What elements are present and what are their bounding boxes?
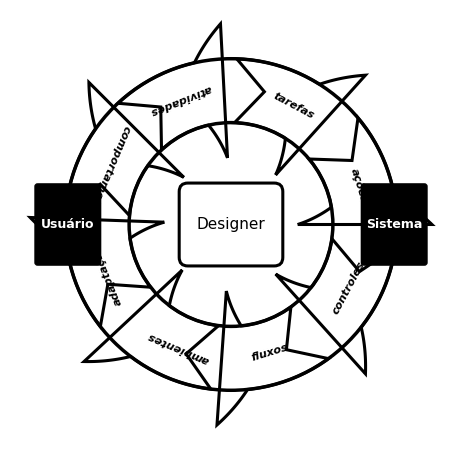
Circle shape	[129, 123, 333, 326]
Text: fluxos: fluxos	[250, 342, 290, 363]
Text: Usuário: Usuário	[41, 218, 95, 231]
Text: Designer: Designer	[197, 217, 265, 232]
FancyBboxPatch shape	[361, 184, 427, 265]
Text: ações: ações	[349, 167, 369, 204]
Polygon shape	[65, 59, 397, 390]
FancyBboxPatch shape	[35, 184, 101, 265]
Polygon shape	[30, 217, 164, 326]
Text: adaptação: adaptação	[90, 242, 124, 307]
FancyBboxPatch shape	[179, 183, 283, 266]
Text: controles: controles	[331, 259, 367, 316]
Text: comportamento: comportamento	[84, 124, 132, 220]
Circle shape	[129, 123, 333, 326]
Polygon shape	[298, 118, 432, 224]
Polygon shape	[217, 291, 328, 425]
Polygon shape	[235, 59, 365, 175]
Text: ambientes: ambientes	[146, 330, 211, 365]
Polygon shape	[66, 83, 184, 216]
Text: atividades: atividades	[149, 84, 213, 117]
Polygon shape	[84, 270, 219, 389]
Text: tarefas: tarefas	[272, 92, 316, 121]
Polygon shape	[118, 24, 227, 158]
Polygon shape	[276, 239, 395, 374]
Text: Sistema: Sistema	[366, 218, 422, 231]
